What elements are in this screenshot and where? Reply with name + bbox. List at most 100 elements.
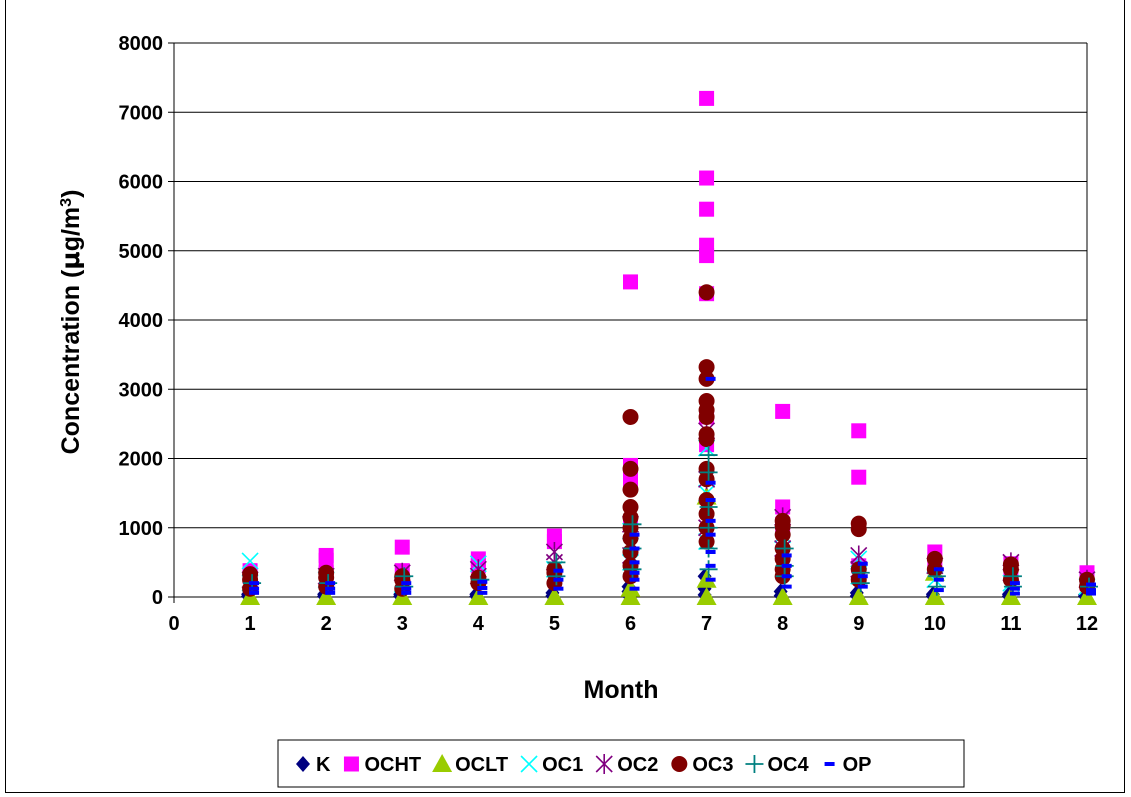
point-ocht <box>775 499 791 515</box>
point-oclt <box>316 587 337 605</box>
point-oc3 <box>698 533 715 550</box>
point-ocht <box>699 90 715 106</box>
point-oc3 <box>698 408 715 425</box>
point-oclt <box>848 587 869 605</box>
x-tick-labels: 0 1 2 3 4 5 6 7 8 9 10 11 12 <box>168 613 1098 635</box>
point-op <box>629 570 640 575</box>
point-oclt <box>1000 587 1021 605</box>
series-oc1 <box>241 439 1096 596</box>
legend-label-oc2: OC2 <box>617 754 658 776</box>
point-oc4 <box>699 446 718 465</box>
point-ocht <box>775 403 791 419</box>
point-oclt <box>544 587 565 605</box>
point-oc3 <box>622 530 639 547</box>
point-op <box>629 577 640 582</box>
point-oc4 <box>623 515 642 534</box>
point-op <box>249 590 260 595</box>
x-tick-label: 12 <box>1076 613 1098 635</box>
point-op <box>629 560 640 565</box>
point-op <box>781 553 792 558</box>
x-tick-label: 6 <box>625 613 636 635</box>
series-oclt <box>240 486 1097 605</box>
point-op <box>553 577 564 582</box>
point-oc3 <box>698 471 715 488</box>
legend-box <box>277 739 965 788</box>
y-tick-label: 5000 <box>119 241 164 263</box>
legend-label-k: K <box>316 754 331 776</box>
x-tick-label: 4 <box>473 613 485 635</box>
series-oc3 <box>242 284 1095 597</box>
y-tick-labels: 0 1000 2000 3000 4000 5000 6000 7000 8000 <box>119 33 164 609</box>
y-tick-label: 1000 <box>119 518 164 540</box>
point-op <box>705 498 716 503</box>
legend-marker-ocht <box>343 756 359 772</box>
legend-label-oc3: OC3 <box>692 754 733 776</box>
legend-item-oclt: OCLT <box>432 754 508 776</box>
legend-label-ocht: OCHT <box>364 754 421 776</box>
y-tick-label: 0 <box>152 587 163 609</box>
x-tick-label: 2 <box>321 613 332 635</box>
legend-item-op: OP <box>824 754 872 776</box>
point-op <box>1009 581 1020 586</box>
point-oclt <box>1077 587 1097 605</box>
point-op <box>705 549 716 554</box>
point-op <box>401 590 412 595</box>
point-oc4 <box>699 463 718 482</box>
y-tick-label: 4000 <box>119 310 164 332</box>
series-k <box>241 568 1092 605</box>
point-op <box>1086 591 1096 596</box>
y-axis-label: Concentration (μg/m3) <box>56 190 85 455</box>
x-tick-label: 9 <box>853 613 864 635</box>
point-op <box>629 546 640 551</box>
point-ocht <box>851 423 867 439</box>
point-ocht <box>394 539 410 555</box>
point-oclt <box>772 587 793 605</box>
point-op <box>933 567 944 572</box>
series-oc2 <box>241 420 1096 590</box>
point-ocht <box>546 534 562 550</box>
x-tick-label: 7 <box>701 613 712 635</box>
point-op <box>325 581 336 586</box>
point-op <box>477 585 488 590</box>
point-oc3 <box>622 460 639 477</box>
point-oclt <box>468 587 489 605</box>
point-oc4 <box>471 570 490 589</box>
legend-item-k: K <box>296 754 331 776</box>
series-op <box>249 376 1096 596</box>
point-op <box>705 376 716 381</box>
x-tick-label: 0 <box>168 613 179 635</box>
point-oc3 <box>850 521 867 538</box>
point-op <box>477 579 488 584</box>
point-op <box>857 574 868 579</box>
legend-marker-oclt <box>432 754 453 772</box>
point-op <box>1009 591 1020 596</box>
point-oc3 <box>698 359 715 376</box>
point-oc1 <box>241 552 259 570</box>
point-ocht <box>699 201 715 217</box>
point-op <box>477 590 488 595</box>
point-op <box>705 563 716 568</box>
x-tick-label: 11 <box>1000 613 1021 635</box>
point-ocht <box>851 469 867 485</box>
legend-marker-oc1 <box>520 755 538 773</box>
x-tick-label: 8 <box>777 613 788 635</box>
point-op <box>857 584 868 589</box>
point-op <box>933 577 944 582</box>
y-tick-label: 7000 <box>119 102 164 124</box>
point-oc3 <box>622 543 639 560</box>
series-ocht <box>242 90 1095 591</box>
series-oc4 <box>243 446 1098 596</box>
legend-marker-oc3 <box>671 756 688 772</box>
legend-marker-oc2 <box>595 754 613 774</box>
point-oclt <box>924 587 945 605</box>
point-ocht <box>318 552 334 568</box>
point-op <box>629 586 640 591</box>
legend-label-op: OP <box>843 754 872 776</box>
x-tick-label: 1 <box>245 613 256 635</box>
point-op <box>781 584 792 589</box>
x-tick-label: 5 <box>549 613 560 635</box>
legend-item-oc3: OC3 <box>671 754 733 776</box>
point-ocht <box>623 274 638 290</box>
point-oc4 <box>699 560 718 579</box>
